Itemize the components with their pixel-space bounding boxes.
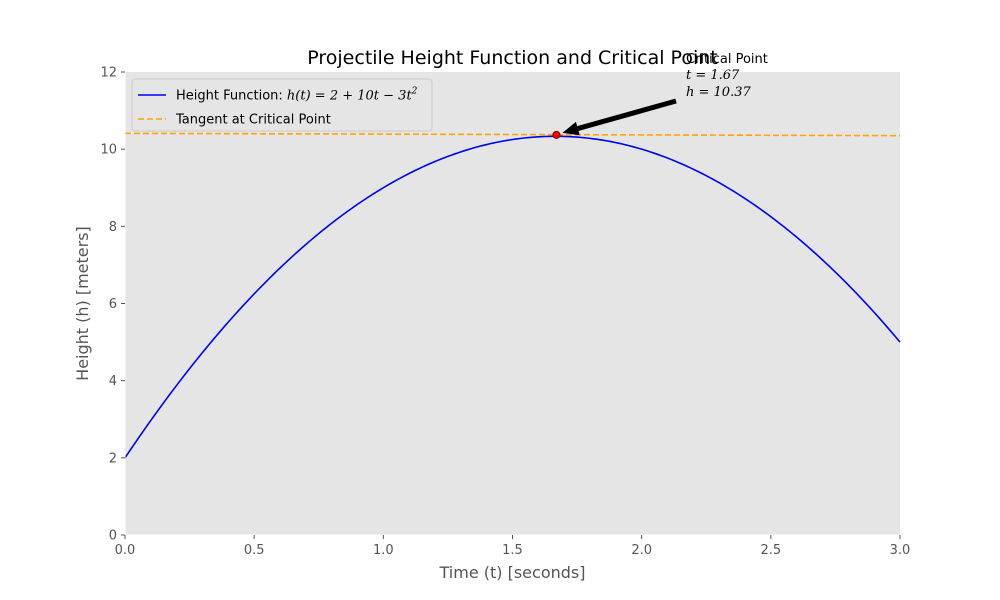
- annotation-arrow-head: [562, 121, 580, 136]
- legend-label-formula: h(t) = 2 + 10t − 3t: [287, 89, 413, 104]
- y-tick-label: 6: [109, 297, 117, 312]
- chart-title: Projectile Height Function and Critical …: [307, 47, 717, 69]
- legend-box: [131, 78, 433, 132]
- y-tick-label: 0: [109, 529, 117, 544]
- legend-label-height-function: Height Function: h(t) = 2 + 10t − 3t2: [176, 87, 418, 104]
- x-tick-label: 0.5: [244, 543, 265, 558]
- x-tick-label: 3.0: [890, 543, 911, 558]
- x-axis-label: Time (t) [seconds]: [439, 563, 586, 582]
- critical-point-marker: [552, 130, 561, 139]
- series-tangent-line: [124, 132, 901, 137]
- x-tick-label: 1.5: [502, 543, 523, 558]
- y-axis-label: Height (h) [meters]: [73, 226, 92, 381]
- y-tick-label: 2: [109, 451, 117, 466]
- legend-label-tangent: Tangent at Critical Point: [175, 113, 331, 128]
- x-tick-label: 2.0: [631, 543, 652, 558]
- annotation-t-value: t = 1.67: [686, 68, 740, 83]
- annotation-h-value: h = 10.37: [686, 85, 751, 100]
- series-height-function-line: [124, 135, 901, 459]
- y-tick-label: 8: [109, 220, 117, 235]
- x-tick-label: 2.5: [760, 543, 781, 558]
- annotation-title: Critical Point: [686, 52, 768, 67]
- legend-label-exponent: 2: [411, 87, 418, 97]
- annotation-arrow-shaft: [577, 98, 677, 131]
- legend: Height Function: h(t) = 2 + 10t − 3t2 Tan…: [131, 78, 433, 132]
- y-tick-label: 10: [100, 143, 117, 158]
- x-tick-label: 0.0: [115, 543, 136, 558]
- y-tick-label: 12: [100, 66, 117, 81]
- legend-label-prefix: Height Function:: [176, 89, 287, 104]
- plot-area: [125, 72, 900, 535]
- x-tick-label: 1.0: [373, 543, 394, 558]
- tick-layer: 0.0 0.5 1.0 1.5 2.0 2.5 3.0 0 2 4 6 8 10 12: [100, 66, 910, 559]
- y-tick-label: 4: [109, 374, 117, 389]
- series-layer: [124, 130, 901, 459]
